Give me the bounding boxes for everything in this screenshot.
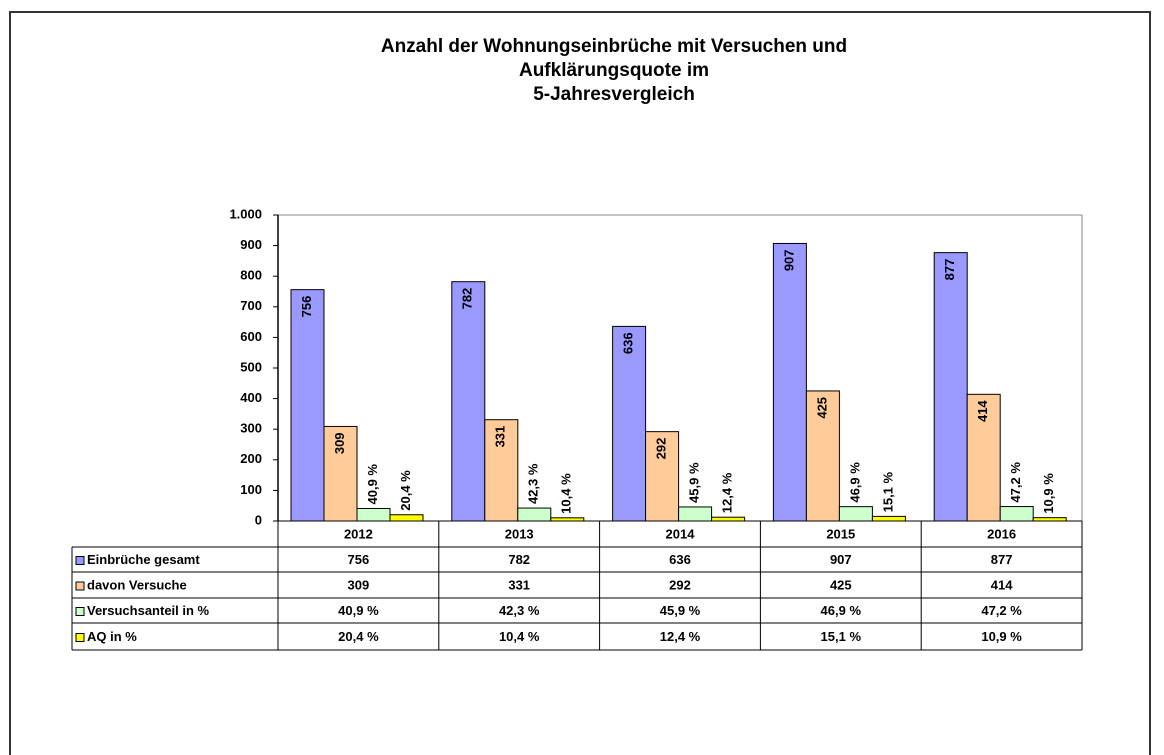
bar	[290, 289, 325, 522]
data-label: 331	[493, 426, 508, 448]
bar	[645, 431, 680, 522]
frame	[9, 11, 1151, 755]
legend-swatch	[75, 607, 85, 616]
data-label: 425	[814, 397, 829, 419]
table-cell: 425	[830, 577, 852, 592]
bar	[678, 506, 713, 522]
bar	[933, 252, 968, 522]
bar	[711, 516, 746, 522]
table-cell: 756	[348, 552, 370, 567]
bar	[772, 242, 807, 522]
table-cell: 47,2 %	[981, 603, 1022, 618]
bar	[838, 506, 873, 522]
table-cell: 45,9 %	[660, 603, 701, 618]
x-tick-label: 2012	[344, 526, 373, 541]
data-label: 756	[299, 296, 314, 318]
x-tick-label: 2015	[826, 526, 855, 541]
data-label: 292	[654, 438, 669, 460]
table-cell: 10,9 %	[981, 629, 1022, 644]
x-tick-label: 2014	[666, 526, 696, 541]
y-tick-label: 1.000	[229, 206, 262, 221]
x-tick-label: 2016	[987, 526, 1016, 541]
legend-label: Versuchsanteil in %	[87, 603, 210, 618]
data-label: 12,4 %	[720, 472, 735, 513]
table-cell: 331	[508, 577, 530, 592]
y-tick-label: 0	[255, 512, 262, 527]
table-cell: 877	[991, 552, 1013, 567]
x-tick-label: 2013	[505, 526, 534, 541]
data-label: 877	[942, 259, 957, 281]
bar	[517, 507, 552, 522]
table-cell: 292	[669, 577, 691, 592]
data-label: 47,2 %	[1008, 462, 1023, 503]
y-tick-label: 100	[240, 482, 262, 497]
bar	[612, 325, 647, 522]
bar	[999, 506, 1034, 522]
table-cell: 12,4 %	[660, 629, 701, 644]
table-cell: 636	[669, 552, 691, 567]
bar	[389, 514, 424, 522]
data-label: 20,4 %	[398, 470, 413, 511]
legend-swatch	[75, 556, 85, 565]
legend-label: AQ in %	[87, 629, 137, 644]
bar	[356, 507, 391, 522]
data-label: 309	[332, 432, 347, 454]
chart-title: 5-Jahresvergleich	[533, 84, 695, 105]
y-tick-label: 600	[240, 329, 262, 344]
table-cell: 15,1 %	[821, 629, 862, 644]
table-cell: 309	[348, 577, 370, 592]
data-label: 10,4 %	[559, 473, 574, 514]
y-tick-label: 200	[240, 451, 262, 466]
chart-title: Aufklärungsquote im	[519, 60, 709, 81]
data-label: 636	[621, 332, 636, 354]
chart-title: Anzahl der Wohnungseinbrüche mit Versuch…	[381, 36, 847, 57]
data-label: 46,9 %	[847, 462, 862, 503]
data-label: 414	[975, 400, 990, 422]
table-cell: 40,9 %	[338, 603, 379, 618]
bar	[451, 281, 486, 522]
y-tick-label: 700	[240, 298, 262, 313]
data-label: 15,1 %	[880, 471, 895, 512]
legend-label: davon Versuche	[87, 577, 187, 592]
bar	[805, 390, 840, 522]
table-cell: 414	[991, 577, 1013, 592]
bar	[871, 515, 906, 522]
bar	[1032, 517, 1067, 522]
legend-swatch	[75, 581, 85, 591]
y-tick-label: 300	[240, 421, 262, 436]
y-tick-label: 400	[240, 390, 262, 405]
data-label: 40,9 %	[365, 464, 380, 505]
legend-swatch	[75, 633, 85, 642]
data-label: 10,9 %	[1041, 473, 1056, 514]
y-tick-label: 500	[240, 359, 262, 374]
data-label: 907	[781, 249, 796, 271]
y-tick-label: 800	[240, 268, 262, 283]
table-cell: 42,3 %	[499, 603, 540, 618]
table-cell: 46,9 %	[821, 603, 862, 618]
legend-label: Einbrüche gesamt	[87, 552, 200, 567]
y-tick-label: 900	[240, 237, 262, 252]
table-cell: 20,4 %	[338, 629, 379, 644]
data-label: 45,9 %	[687, 462, 702, 503]
data-label: 782	[460, 288, 475, 310]
table-cell: 782	[508, 552, 530, 567]
data-label: 42,3 %	[526, 463, 541, 504]
table-cell: 10,4 %	[499, 629, 540, 644]
table-cell: 907	[830, 552, 852, 567]
